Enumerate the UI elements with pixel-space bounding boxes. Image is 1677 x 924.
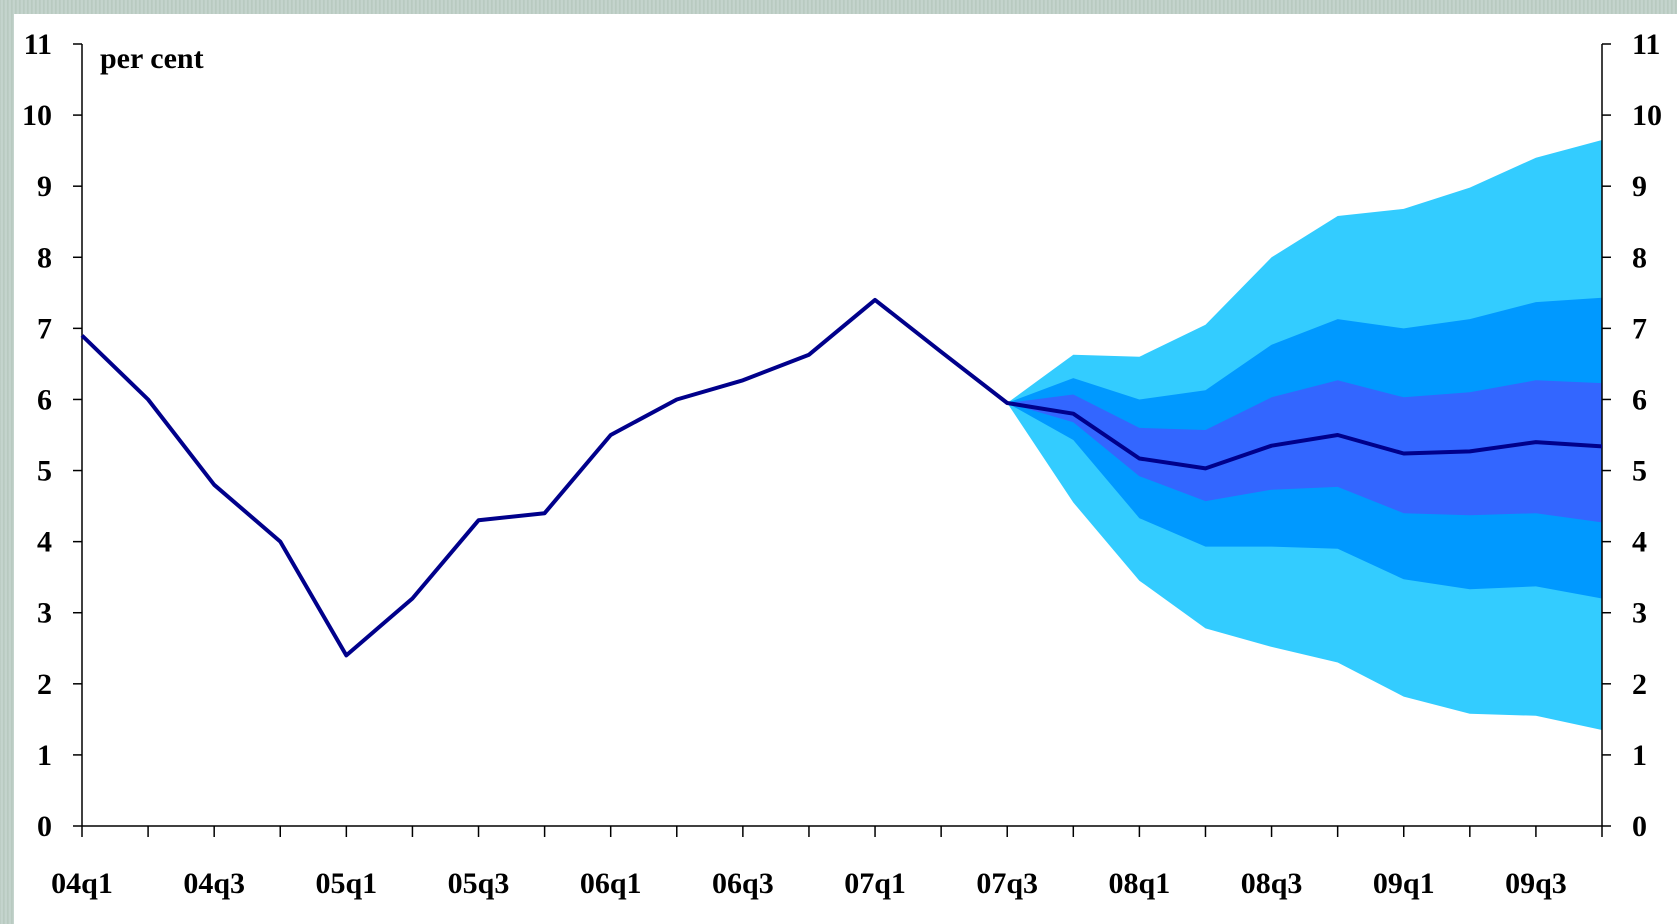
- y-tick-label-right: 10: [1632, 99, 1662, 132]
- y-tick-label-right: 1: [1632, 739, 1647, 772]
- x-tick-label: 09q1: [1373, 867, 1435, 900]
- y-tick-label-left: 8: [37, 241, 52, 274]
- fan-bands: [1007, 140, 1602, 730]
- x-tick-label: 08q1: [1109, 867, 1171, 900]
- x-tick-label: 04q3: [183, 867, 245, 900]
- x-tick-label: 07q3: [976, 867, 1038, 900]
- y-tick-label-left: 0: [37, 810, 52, 843]
- y-tick-label-right: 7: [1632, 312, 1647, 345]
- x-tick-label: 06q1: [580, 867, 642, 900]
- x-tick-label: 07q1: [844, 867, 906, 900]
- y-tick-label-left: 11: [24, 28, 52, 61]
- x-tick-label: 05q3: [448, 867, 510, 900]
- x-tick-label: 05q1: [316, 867, 378, 900]
- y-tick-label-right: 8: [1632, 241, 1647, 274]
- y-tick-label-right: 2: [1632, 668, 1647, 701]
- y-tick-label-right: 5: [1632, 455, 1647, 488]
- x-tick-label: 06q3: [712, 867, 774, 900]
- x-tick-label: 09q3: [1505, 867, 1567, 900]
- y-tick-label-left: 7: [37, 312, 52, 345]
- y-tick-label-right: 3: [1632, 597, 1647, 630]
- series-line: [80, 297, 1603, 658]
- y-tick-label-right: 9: [1632, 170, 1647, 203]
- y-tick-label-left: 3: [37, 597, 52, 630]
- y-tick-label-left: 9: [37, 170, 52, 203]
- x-tick-label: 08q3: [1241, 867, 1303, 900]
- y-tick-label-left: 5: [37, 455, 52, 488]
- series-layer: [80, 297, 1603, 658]
- y-tick-label-left: 6: [37, 383, 52, 416]
- fan-band-3: [1007, 380, 1602, 523]
- y-tick-label-right: 11: [1632, 28, 1660, 61]
- y-tick-label-left: 1: [37, 739, 52, 772]
- y-tick-label-left: 4: [37, 526, 52, 559]
- y-tick-label-right: 0: [1632, 810, 1647, 843]
- y-tick-label-right: 4: [1632, 526, 1647, 559]
- unit-label: per cent: [100, 42, 204, 75]
- y-tick-label-left: 10: [22, 99, 52, 132]
- y-tick-label-right: 6: [1632, 383, 1647, 416]
- y-tick-label-left: 2: [37, 668, 52, 701]
- x-tick-label: 04q1: [51, 867, 113, 900]
